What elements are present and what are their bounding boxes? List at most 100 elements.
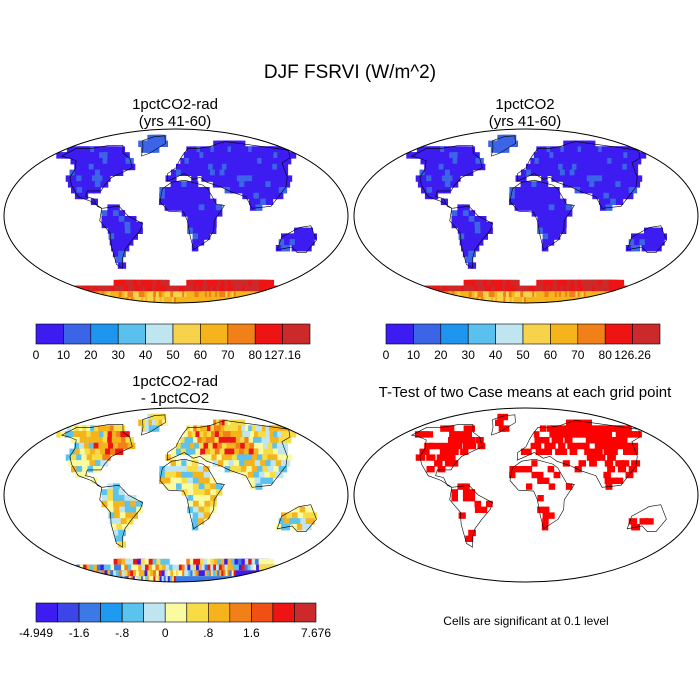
map-cell	[248, 169, 258, 176]
map-cell	[159, 466, 166, 473]
map-cell	[105, 169, 114, 176]
map-cell	[537, 216, 544, 223]
map-cell	[534, 437, 541, 444]
map-cell	[474, 221, 482, 229]
map-cell	[119, 233, 127, 240]
map-cell	[543, 204, 550, 211]
map-cell	[209, 506, 217, 513]
map-cell	[231, 442, 240, 450]
map-cell	[548, 483, 556, 490]
map-cell	[181, 471, 188, 479]
map-cell	[613, 442, 624, 450]
map-cell	[277, 448, 289, 455]
map-cell	[254, 477, 262, 484]
map-cell	[537, 152, 544, 159]
map-cell	[198, 210, 206, 217]
coastline	[140, 414, 166, 436]
map-cell	[181, 466, 188, 473]
map-cell	[97, 454, 106, 461]
colorbar-swatch	[90, 323, 119, 345]
map-cell	[463, 221, 470, 229]
map-cell	[195, 431, 203, 438]
map-cell	[193, 437, 200, 444]
map-cell	[194, 442, 201, 450]
map-cell	[257, 454, 266, 461]
coastline	[99, 484, 144, 548]
map-cell	[577, 419, 592, 426]
map-cell	[229, 169, 238, 176]
map-cell	[181, 477, 188, 484]
map-cell	[189, 425, 197, 432]
map-cell	[176, 466, 183, 473]
map-cell	[294, 239, 304, 246]
map-cell	[187, 221, 194, 229]
map-cell	[73, 181, 82, 188]
coastline	[509, 179, 575, 251]
map-cell	[286, 512, 295, 519]
map-cell	[260, 181, 269, 188]
map-cell	[644, 239, 654, 246]
map-cell	[576, 442, 585, 450]
map-cell	[494, 279, 503, 287]
map-cell	[590, 163, 600, 171]
map-cell	[537, 210, 544, 217]
map-cell	[289, 239, 299, 246]
panel-3-title-line2: - 1pctCO2	[140, 390, 210, 407]
map-cell	[118, 216, 126, 223]
map-cell	[267, 175, 277, 182]
map-cell	[258, 448, 268, 455]
map-cell	[652, 245, 662, 252]
map-cell	[119, 512, 127, 519]
map-cell	[275, 245, 285, 252]
map-cell	[204, 210, 211, 217]
map-cell	[644, 227, 652, 234]
map-cell	[550, 169, 557, 176]
map-cell	[486, 500, 493, 508]
coastline	[159, 179, 225, 251]
map-cell	[185, 442, 192, 450]
map-cell	[241, 454, 251, 461]
map-cell	[537, 192, 544, 200]
map-cell	[515, 175, 522, 182]
map-cell	[108, 442, 117, 450]
map-cell	[186, 466, 194, 473]
map-cell	[205, 437, 214, 444]
map-cell	[152, 279, 160, 287]
map-cell	[116, 437, 126, 444]
map-cell	[438, 442, 449, 450]
map-cell	[176, 163, 182, 171]
map-cell	[191, 460, 199, 467]
map-cell	[116, 245, 124, 252]
map-cell	[76, 466, 85, 473]
map-cell	[581, 175, 590, 182]
map-cell	[186, 181, 193, 188]
coastlines-2	[410, 135, 667, 269]
map-cell	[74, 448, 85, 455]
map-cell	[548, 442, 556, 450]
map-cell	[170, 198, 177, 205]
map-cell	[91, 454, 101, 461]
map-cell	[188, 437, 195, 444]
map-cell	[241, 175, 251, 182]
map-cell	[600, 431, 613, 438]
map-cell	[457, 210, 464, 217]
map-cell	[118, 500, 126, 508]
map-cell	[253, 471, 261, 479]
map-cells-1	[56, 134, 317, 303]
map-cell	[273, 187, 282, 194]
map-cell	[118, 221, 126, 229]
map-cell	[172, 564, 177, 571]
map-cell	[119, 227, 127, 234]
map-cell	[590, 187, 599, 194]
map-cell	[536, 187, 544, 194]
map-cells-2	[406, 134, 667, 303]
map-cell	[604, 460, 614, 467]
map-cell	[130, 495, 137, 502]
map-cell	[526, 192, 533, 200]
map-cell	[258, 279, 275, 287]
map-cell	[566, 175, 574, 182]
map-cell	[467, 262, 477, 269]
map-cell	[537, 506, 544, 513]
map-cell	[558, 163, 566, 171]
coastlines-4	[410, 414, 667, 548]
